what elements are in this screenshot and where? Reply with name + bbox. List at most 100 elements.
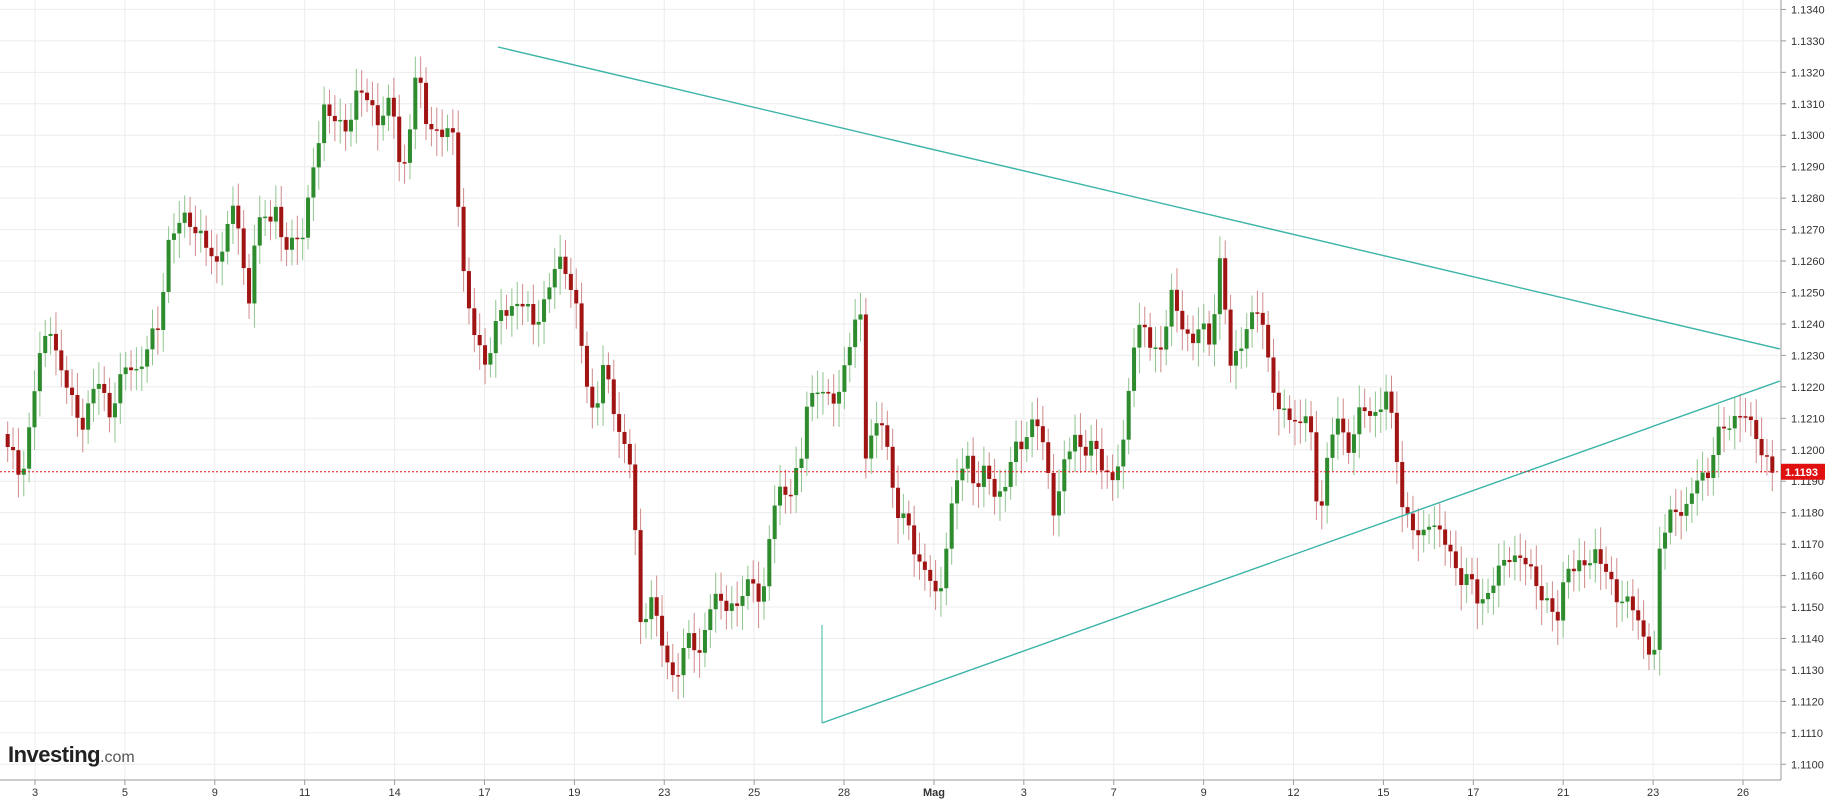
- y-tick-label: 1.1270: [1791, 225, 1825, 237]
- candle-body: [1539, 586, 1544, 601]
- candle-body: [327, 104, 332, 116]
- candle-body: [719, 593, 724, 601]
- candle-body: [692, 633, 697, 651]
- candle-body: [284, 237, 289, 250]
- candle-body: [1303, 416, 1308, 424]
- candle-body: [515, 303, 520, 307]
- candle-body: [1663, 532, 1668, 549]
- y-tick-label: 1.1180: [1791, 508, 1824, 520]
- investing-logo: Investing.com: [8, 742, 135, 768]
- candle-body: [1657, 548, 1662, 650]
- candle-body: [1046, 442, 1051, 473]
- candle-body: [198, 230, 203, 234]
- candle-body: [847, 347, 852, 366]
- x-tick-label: 7: [1111, 787, 1117, 799]
- candle-body: [445, 128, 450, 138]
- candle-body: [574, 289, 579, 304]
- candle-body: [461, 206, 466, 272]
- candle-body: [1405, 507, 1410, 514]
- candle-body: [735, 603, 740, 606]
- candle-body: [1019, 441, 1024, 450]
- candle-body: [1711, 454, 1716, 479]
- candle-body: [660, 615, 665, 646]
- candle-body: [1571, 568, 1576, 572]
- candle-body: [842, 365, 847, 392]
- x-tick-label: 23: [1647, 787, 1659, 799]
- candle-body: [531, 303, 536, 325]
- candle-body: [1689, 493, 1694, 504]
- x-tick-label: 17: [478, 787, 490, 799]
- candle-body: [397, 116, 402, 163]
- candle-body: [1587, 563, 1592, 566]
- candle-body: [906, 513, 911, 526]
- candle-body: [440, 129, 445, 138]
- candle-body: [375, 105, 380, 126]
- candle-body: [1480, 599, 1485, 604]
- candle-body: [745, 579, 750, 597]
- candle-body: [1732, 415, 1737, 429]
- candle-body: [279, 206, 284, 238]
- candle-body: [1432, 525, 1437, 527]
- candle-body: [289, 237, 294, 250]
- logo-domain: .com: [100, 749, 135, 766]
- y-tick-label: 1.1300: [1791, 130, 1825, 142]
- candle-body: [1684, 503, 1689, 516]
- candle-body: [901, 513, 906, 518]
- candle-body: [1722, 426, 1727, 429]
- candle-body: [1443, 529, 1448, 545]
- candle-body: [595, 403, 600, 408]
- candle-body: [670, 662, 675, 676]
- candle-body: [509, 306, 514, 316]
- candle-body: [263, 216, 268, 219]
- candle-body: [536, 321, 541, 325]
- candle-body: [306, 197, 311, 238]
- candle-body: [21, 468, 26, 475]
- y-tick-label: 1.1240: [1791, 319, 1825, 331]
- candle-body: [617, 414, 622, 432]
- candle-body: [1083, 446, 1088, 456]
- candle-body: [697, 650, 702, 653]
- candle-body: [5, 434, 10, 448]
- candle-body: [949, 503, 954, 549]
- candle-body: [59, 350, 64, 371]
- candle-body: [1030, 419, 1035, 438]
- candle-body: [1056, 491, 1061, 516]
- candle-body: [1427, 526, 1432, 530]
- candle-body: [885, 425, 890, 447]
- candle-body: [214, 256, 219, 262]
- candle-body: [1764, 455, 1769, 457]
- candle-body: [1040, 426, 1045, 443]
- candle-body: [1378, 409, 1383, 412]
- candle-body: [633, 464, 638, 531]
- candle-body: [1614, 579, 1619, 603]
- y-tick-label: 1.1200: [1791, 445, 1825, 457]
- y-tick-label: 1.1110: [1791, 728, 1823, 740]
- candle-body: [1351, 434, 1356, 453]
- candle-body: [1110, 472, 1115, 481]
- candle-body: [960, 468, 965, 481]
- candle-body: [654, 597, 659, 616]
- candle-body: [890, 446, 895, 488]
- candle-body: [322, 104, 327, 144]
- candle-body: [542, 299, 547, 322]
- candle-body: [965, 455, 970, 469]
- candle-body: [1164, 326, 1169, 350]
- candle-body: [1389, 391, 1394, 413]
- candle-body: [1298, 421, 1303, 424]
- candle-body: [1174, 289, 1179, 311]
- candle-body: [1636, 610, 1641, 621]
- candle-body: [552, 268, 557, 288]
- candle-body: [606, 365, 611, 380]
- candle-body: [1137, 324, 1142, 348]
- candle-body: [1260, 312, 1265, 325]
- candle-body: [761, 586, 766, 602]
- candle-body: [1738, 415, 1743, 418]
- candle-body: [359, 90, 364, 93]
- candle-body: [247, 268, 252, 304]
- candle-body: [1266, 324, 1271, 358]
- candle-body: [166, 239, 171, 292]
- y-tick-label: 1.1100: [1791, 759, 1824, 771]
- candle-body: [311, 167, 316, 198]
- candle-body: [724, 600, 729, 611]
